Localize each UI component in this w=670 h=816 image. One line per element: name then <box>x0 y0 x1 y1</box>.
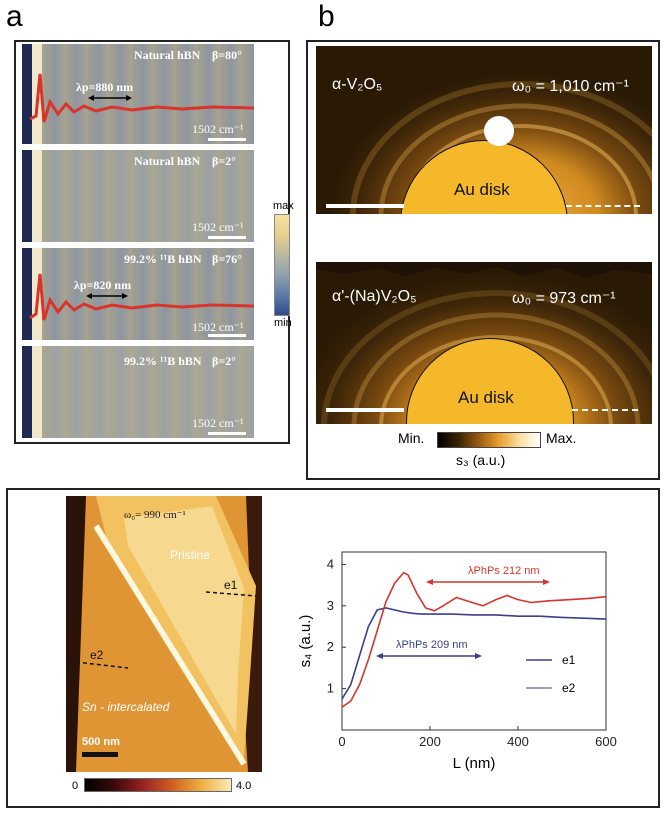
legend-e2-label: e2 <box>562 681 576 695</box>
c-scalebar <box>82 752 118 757</box>
chart-plot-area <box>341 551 607 731</box>
x-tick-label: 600 <box>595 734 617 749</box>
colorbar-a <box>274 214 290 316</box>
b-image-2: α'-(Na)V₂O₅ ω₀ = 973 cm⁻¹ Au disk <box>316 262 652 424</box>
panel-label-b: b <box>318 0 335 33</box>
strip-4: 99.2% ¹¹B hBN β=2° 1502 cm⁻¹ <box>22 346 254 438</box>
b-image-1-disk-label: Au disk <box>454 180 510 199</box>
series-line-e2 <box>341 571 607 708</box>
strip-2-freq: 1502 cm⁻¹ <box>192 220 244 234</box>
strip-3-title: 99.2% ¹¹B hBN <box>124 252 202 266</box>
c-omega-label: ω₀= 990 cm⁻¹ <box>124 509 186 521</box>
strip-1-scalebar <box>208 138 246 141</box>
c-intercalated-label: Sn - intercalated <box>82 700 170 714</box>
strip-1-profile <box>29 73 254 123</box>
annotation-blue-arrowhead-right <box>475 653 482 659</box>
b-image-2-dashed-line <box>572 409 638 411</box>
b-colorbar-max: Max. <box>546 430 577 446</box>
strip-4-scalebar <box>208 432 246 435</box>
b-colorbar-label: s₃ (a.u.) <box>456 452 506 468</box>
strip-4-freq: 1502 cm⁻¹ <box>192 416 244 430</box>
b-colorbar <box>437 432 541 448</box>
strip-1-lambda: λp=880 nm <box>76 80 134 94</box>
b-image-2-omega: ω₀ = 973 cm⁻¹ <box>512 290 616 307</box>
annotation-red-arrowhead-left <box>426 579 433 585</box>
x-tick-label: 200 <box>419 734 441 749</box>
c-colorbar <box>84 778 232 792</box>
y-tick-label: 3 <box>327 598 334 613</box>
strip-4-title: 99.2% ¹¹B hBN <box>124 354 202 368</box>
c-colorbar-max: 4.0 <box>236 780 252 792</box>
legend-e1-label: e1 <box>562 653 576 667</box>
b-image-2-disk-label: Au disk <box>458 388 514 407</box>
c-e2-label: e2 <box>90 648 104 662</box>
strip-1-beta: β=80° <box>212 48 242 62</box>
strip-3-dark-edge <box>22 248 32 340</box>
chart-ylabel: s₄ (a.u.) <box>297 615 314 668</box>
strip-3-beta: β=76° <box>212 252 242 266</box>
strip-2-bright-edge <box>32 150 42 242</box>
strip-3-lambda: λp=820 nm <box>74 278 132 292</box>
b-image-2-rings <box>316 262 652 424</box>
b-colorbar-min: Min. <box>398 430 425 446</box>
strip-1: Natural hBN β=80° λp=880 nm 1502 cm⁻¹ <box>22 44 254 144</box>
annotation-blue-text: λPhPs 209 nm <box>396 639 468 651</box>
b-image-1-scalebar <box>326 204 404 208</box>
b-image-2-scalebar <box>326 408 404 412</box>
b-image-1-material: α-V₂O₅ <box>332 76 383 93</box>
b-image-1-omega: ω₀ = 1,010 cm⁻¹ <box>512 78 629 95</box>
colorbar-a-max-label: max <box>273 200 294 212</box>
series-line-e1 <box>341 607 607 700</box>
annotation-red-text: λPhPs 212 nm <box>468 565 540 577</box>
strip-1-dark-edge <box>22 44 32 144</box>
strip-1-title: Natural hBN <box>134 48 201 62</box>
c-e1-label: e1 <box>224 578 238 592</box>
chart-xlabel: L (nm) <box>453 755 496 772</box>
strip-3-profile <box>29 273 254 321</box>
y-tick-label: 4 <box>327 556 334 571</box>
strip-4-bright-edge <box>32 346 42 438</box>
c-scale-label: 500 nm <box>82 736 120 748</box>
annotation-red-arrowhead-right <box>543 579 550 585</box>
strip-2-beta: β=2° <box>212 154 236 168</box>
c-line-chart: 0 200 400 600 1 2 3 4 L (nm) s₄ (a.u.) λPhPs 2… <box>297 551 617 772</box>
strip-2-dark-edge <box>22 150 32 242</box>
y-tick-label: 2 <box>327 639 334 654</box>
c-pristine-label: Pristine <box>170 548 211 562</box>
strip-3: 99.2% ¹¹B hBN β=76° λp=820 nm 1502 cm⁻¹ <box>22 248 254 340</box>
c-map-image: ω₀= 990 cm⁻¹ Pristine e1 e2 Sn - interca… <box>66 496 262 772</box>
strip-3-freq: 1502 cm⁻¹ <box>192 320 244 334</box>
strip-2-scalebar <box>208 236 246 239</box>
b-image-1-dashed-line <box>566 205 640 207</box>
strip-2-title: Natural hBN <box>134 154 201 168</box>
c-map-shapes <box>66 496 262 772</box>
b-image-1: α-V₂O₅ ω₀ = 1,010 cm⁻¹ Au disk <box>316 46 652 214</box>
x-tick-label: 0 <box>338 734 345 749</box>
b-white-dot <box>484 116 514 146</box>
strip-4-beta: β=2° <box>212 354 236 368</box>
strip-1-freq: 1502 cm⁻¹ <box>192 122 244 136</box>
panel-label-a: a <box>6 0 23 33</box>
c-colorbar-min: 0 <box>72 780 79 792</box>
colorbar-a-min-label: min <box>274 317 292 329</box>
y-tick-label: 1 <box>327 681 334 696</box>
strip-3-scalebar <box>208 334 246 337</box>
x-tick-label: 400 <box>507 734 529 749</box>
b-image-1-rings <box>350 81 652 214</box>
strip-4-dark-edge <box>22 346 32 438</box>
strip-2: Natural hBN β=2° 1502 cm⁻¹ <box>22 150 254 242</box>
annotation-blue-arrowhead-left <box>376 653 383 659</box>
b-image-2-material: α'-(Na)V₂O₅ <box>332 288 417 305</box>
